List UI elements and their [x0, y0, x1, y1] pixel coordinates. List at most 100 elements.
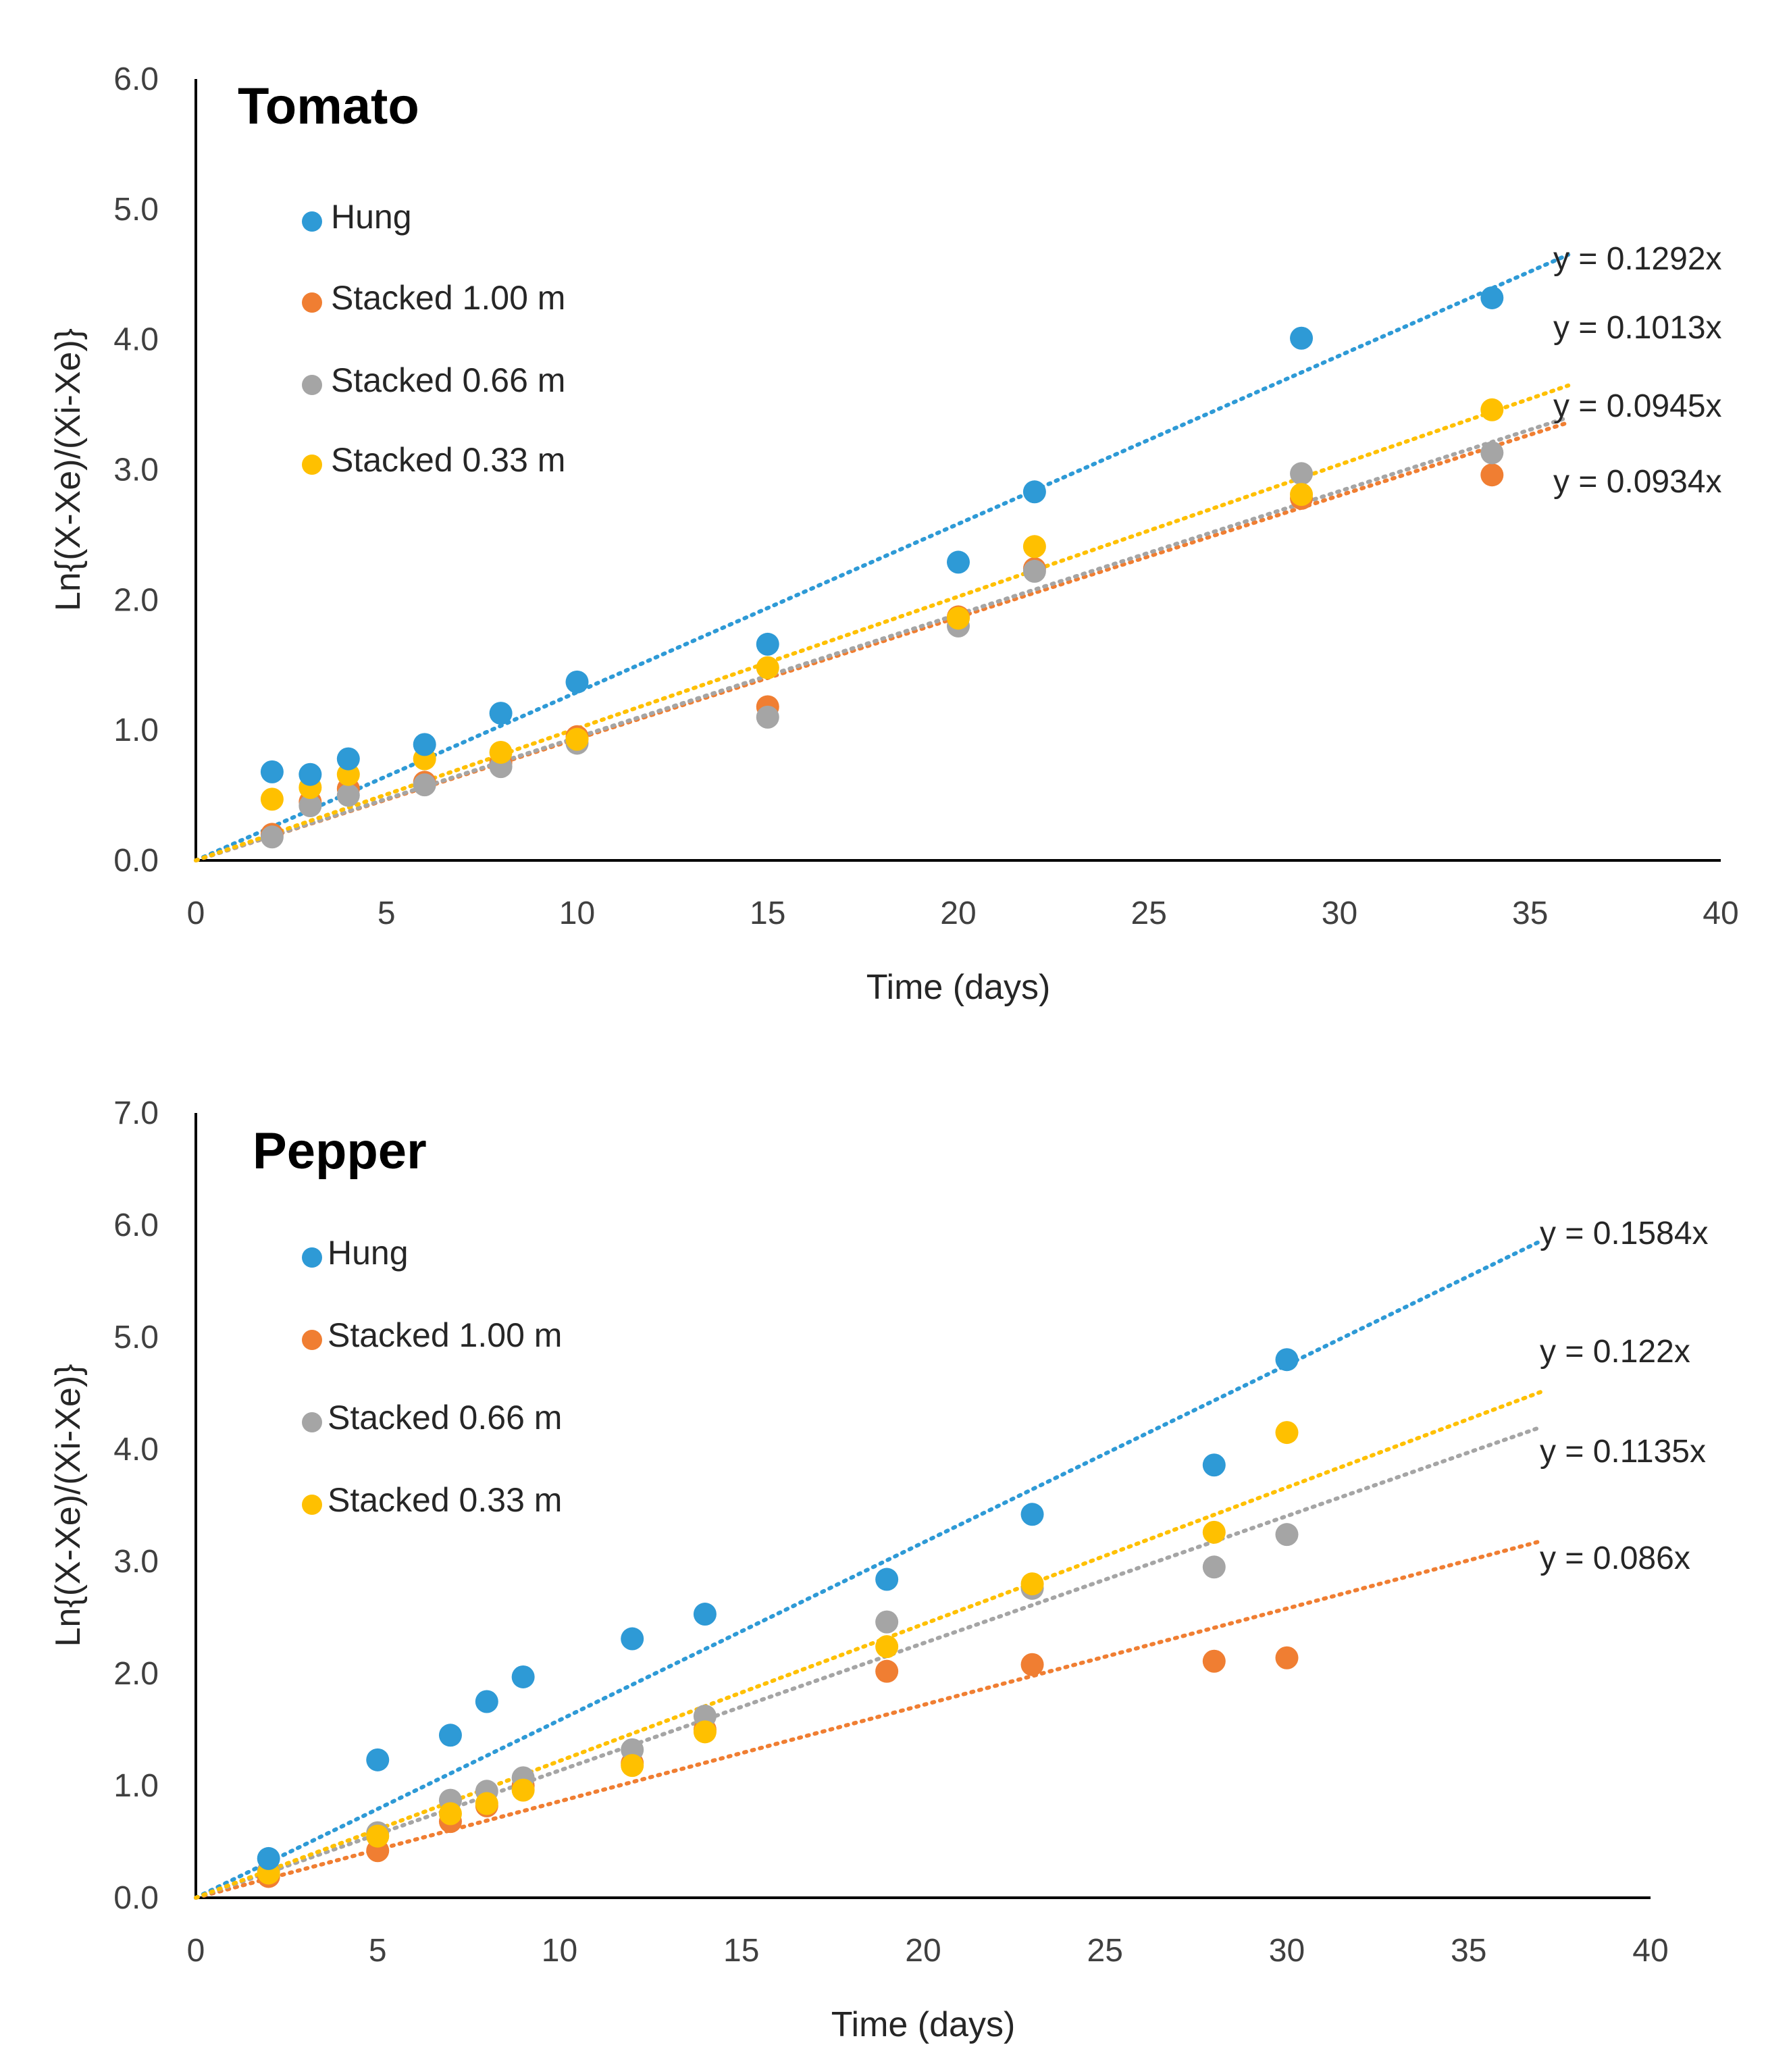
- legend-marker: [302, 1247, 322, 1268]
- x-tick-label: 40: [1703, 896, 1738, 931]
- y-tick-label: 0.0: [113, 1880, 159, 1916]
- x-axis-label: Time (days): [866, 968, 1051, 1007]
- x-axis-label: Time (days): [831, 2005, 1016, 2044]
- y-tick-label: 5.0: [113, 1320, 159, 1355]
- y-tick-label: 1.0: [113, 1768, 159, 1804]
- data-point: [947, 550, 970, 574]
- data-point: [621, 1738, 644, 1761]
- data-point: [511, 1778, 535, 1802]
- data-point: [693, 1720, 717, 1744]
- legend-marker: [302, 375, 322, 395]
- x-tick-label: 20: [905, 1933, 941, 1969]
- legend-label: Stacked 0.33 m: [328, 1481, 562, 1519]
- data-point: [489, 702, 513, 725]
- x-tick-label: 0: [187, 896, 205, 931]
- data-point: [1020, 1653, 1044, 1676]
- x-tick-label: 5: [369, 1933, 387, 1969]
- y-tick-label: 4.0: [113, 322, 159, 358]
- data-point: [875, 1635, 899, 1659]
- y-tick-label: 3.0: [113, 1544, 159, 1580]
- legend-label: Hung: [328, 1234, 409, 1272]
- y-tick-label: 7.0: [113, 1095, 159, 1131]
- data-point: [756, 705, 779, 729]
- data-point: [1480, 398, 1504, 421]
- data-point: [336, 783, 360, 807]
- x-tick-label: 15: [723, 1933, 759, 1969]
- data-point: [1275, 1523, 1299, 1547]
- data-point: [413, 733, 436, 756]
- pepper-chart: 0 5 10 15 20 25 30 35 40 0.0 1.0 2.0 3.0 4.0 5.0 6.0 7.0…: [49, 1095, 1709, 2044]
- data-point: [489, 740, 513, 764]
- data-point: [621, 1754, 644, 1778]
- x-tick-label: 30: [1322, 896, 1357, 931]
- trendline: [194, 1389, 1544, 1900]
- x-tick-label: 10: [542, 1933, 577, 1969]
- trendline: [194, 1239, 1544, 1900]
- data-point: [756, 632, 779, 656]
- y-tick-label: 0.0: [113, 843, 159, 879]
- data-point: [565, 670, 589, 694]
- data-point: [1202, 1520, 1226, 1544]
- trendline-equation: y = 0.0934x: [1553, 464, 1722, 500]
- trendline-equation: y = 0.0945x: [1553, 388, 1722, 424]
- trendline: [194, 420, 1571, 862]
- x-tick-label: 25: [1131, 896, 1167, 931]
- x-tick-label: 40: [1632, 1933, 1668, 1969]
- data-point: [1290, 483, 1314, 507]
- x-tick-label: 5: [378, 896, 396, 931]
- y-tick-label: 6.0: [113, 1208, 159, 1243]
- data-point: [366, 1824, 390, 1848]
- data-point: [565, 727, 589, 751]
- legend-label: Hung: [331, 198, 412, 236]
- data-point: [257, 1846, 280, 1870]
- data-point: [475, 1792, 498, 1815]
- trendline-equation: y = 0.086x: [1540, 1540, 1690, 1576]
- data-point: [511, 1665, 535, 1688]
- data-point: [1202, 1555, 1226, 1579]
- trendline-equation: y = 0.1135x: [1540, 1434, 1706, 1470]
- data-point: [1275, 1421, 1299, 1445]
- legend-marker: [302, 1330, 322, 1350]
- trendline: [194, 1538, 1544, 1900]
- legend-marker: [302, 1412, 322, 1432]
- trendline-equation: y = 0.122x: [1540, 1334, 1690, 1370]
- data-point: [1020, 1572, 1044, 1596]
- trendline: [194, 415, 1571, 862]
- data-point: [260, 760, 284, 783]
- data-point: [1275, 1646, 1299, 1669]
- y-tick-label: 5.0: [113, 192, 159, 228]
- legend-label: Stacked 0.33 m: [331, 441, 565, 479]
- data-point: [298, 794, 322, 818]
- x-tick-label: 0: [187, 1933, 205, 1969]
- data-point: [1290, 326, 1314, 350]
- data-point: [1290, 462, 1314, 486]
- legend-marker: [302, 1495, 322, 1515]
- data-point: [875, 1610, 899, 1634]
- data-point: [298, 762, 322, 786]
- trendline-equation: y = 0.1584x: [1540, 1216, 1709, 1251]
- data-point: [438, 1724, 462, 1747]
- x-tick-label: 35: [1512, 896, 1548, 931]
- chart-title: Pepper: [253, 1122, 427, 1180]
- data-point: [336, 747, 360, 771]
- data-point: [947, 606, 970, 630]
- data-point: [756, 656, 779, 679]
- data-point: [875, 1568, 899, 1591]
- x-tick-label: 35: [1451, 1933, 1486, 1969]
- legend-label: Stacked 0.66 m: [328, 1399, 562, 1436]
- trendline: [194, 253, 1571, 862]
- data-point: [260, 825, 284, 849]
- y-tick-label: 1.0: [113, 713, 159, 748]
- data-point: [1022, 559, 1046, 583]
- data-point: [1480, 441, 1504, 465]
- y-tick-label: 6.0: [113, 61, 159, 97]
- legend-marker: [302, 211, 322, 232]
- data-point: [875, 1659, 899, 1683]
- data-point: [413, 773, 436, 797]
- y-axis-label: Ln{(X-Xe)/(Xi-Xe)}: [49, 328, 88, 611]
- data-point: [1020, 1503, 1044, 1526]
- tomato-chart: 0 5 10 15 20 25 30 35 40 0.0 1.0 2.0 3.0 4.0 5.0 6.0 Tim…: [49, 61, 1739, 1007]
- data-point: [475, 1690, 498, 1713]
- x-tick-label: 15: [750, 896, 785, 931]
- x-tick-label: 30: [1269, 1933, 1305, 1969]
